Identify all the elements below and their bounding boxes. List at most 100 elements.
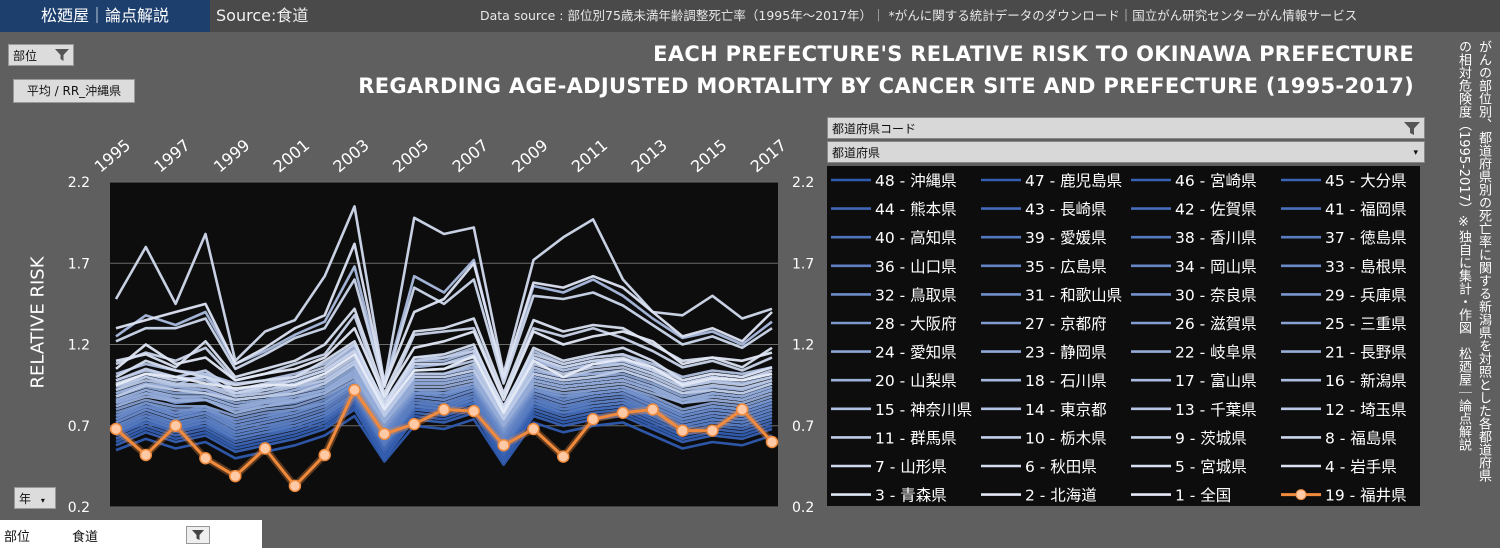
legend-entry-label[interactable]: 38 - 香川県 (1175, 229, 1257, 247)
legend: 48 - 沖縄県 47 - 鹿児島県 46 - 宮崎県 45 - 大分県 44 - 熊本… (827, 166, 1420, 506)
legend-entry-label[interactable]: 22 - 岐阜県 (1175, 344, 1257, 362)
legend-entry-label[interactable]: 1 - 全国 (1175, 487, 1231, 505)
legend-entry-label[interactable]: 43 - 長崎県 (1025, 201, 1107, 219)
filter-icon (187, 527, 209, 543)
prefecture-code-dropdown[interactable]: 都道府県コード (827, 117, 1425, 139)
legend-entry-label[interactable]: 48 - 沖縄県 (875, 172, 957, 190)
legend-entry-label[interactable]: 47 - 鹿児島県 (1025, 172, 1122, 190)
x-tick-label: 2003 (329, 135, 372, 176)
legend-entry-label[interactable]: 28 - 大阪府 (875, 315, 957, 333)
legend-entry-label[interactable]: 3 - 青森県 (875, 487, 947, 505)
legend-entry-label[interactable]: 12 - 埼玉県 (1325, 401, 1407, 419)
prefecture-code-dropdown-label: 都道府県コード (832, 122, 916, 136)
legend-entry-label[interactable]: 36 - 山口県 (875, 258, 957, 276)
legend-entry-label[interactable]: 2 - 北海道 (1025, 487, 1097, 505)
legend-entry-label[interactable]: 5 - 宮城県 (1175, 458, 1247, 476)
legend-entry-label[interactable]: 29 - 兵庫県 (1325, 286, 1407, 304)
legend-entry-label[interactable]: 14 - 東京都 (1025, 401, 1107, 419)
legend-entry-label[interactable]: 39 - 愛媛県 (1025, 229, 1107, 247)
legend-entry-label[interactable]: 30 - 奈良県 (1175, 286, 1257, 304)
highlight-point (617, 407, 628, 418)
legend-entry-label[interactable]: 42 - 佐賀県 (1175, 201, 1257, 219)
legend-entry-label[interactable]: 25 - 三重県 (1325, 315, 1407, 333)
legend-entry-label[interactable]: 20 - 山梨県 (875, 372, 957, 390)
legend-entry-label[interactable]: 11 - 群馬県 (875, 429, 957, 447)
site-filter-button[interactable]: 部位 (8, 44, 74, 66)
highlight-point (588, 414, 599, 425)
prefecture-dropdown-label: 都道府県 (832, 146, 880, 160)
highlight-point (647, 404, 658, 415)
legend-entry-label[interactable]: 9 - 茨城県 (1175, 429, 1247, 447)
y-tick-label-left: 2.2 (68, 175, 90, 191)
highlight-point (677, 425, 688, 436)
highlight-point (468, 406, 479, 417)
chevron-down-icon: ▾ (1413, 142, 1418, 164)
legend-entry-label[interactable]: 37 - 徳島県 (1325, 229, 1407, 247)
legend-entry-label[interactable]: 34 - 岡山県 (1175, 258, 1257, 276)
highlight-point (289, 480, 300, 491)
legend-entry-label[interactable]: 44 - 熊本県 (875, 201, 957, 219)
source-tag: Source:食道 (216, 0, 308, 32)
side-note-col1: がんの部位別、都道府県別の死亡率に関する新潟県を対照とした各都道府県 (1474, 40, 1492, 482)
filter-icon (1404, 122, 1420, 135)
y-tick-label-right: 2.2 (792, 175, 814, 191)
side-note-col2: の相対危険度（1995-2017）※独自に集計・作図 松廼屋｜論点解説 (1454, 40, 1472, 451)
legend-entry-label[interactable]: 23 - 静岡県 (1025, 344, 1107, 362)
x-tick-label: 2005 (389, 135, 432, 176)
highlight-point (439, 404, 450, 415)
legend-entry-label[interactable]: 46 - 宮崎県 (1175, 172, 1257, 190)
legend-entry-label[interactable]: 24 - 愛知県 (875, 344, 957, 362)
legend-entry-label[interactable]: 13 - 千葉県 (1175, 401, 1257, 419)
legend-entry-label[interactable]: 10 - 栃木県 (1025, 429, 1107, 447)
highlight-point (349, 385, 360, 396)
highlight-point (200, 453, 211, 464)
legend-entry-label[interactable]: 18 - 石川県 (1025, 372, 1107, 390)
highlight-point (319, 450, 330, 461)
highlight-point (409, 419, 420, 430)
legend-entry-label[interactable]: 7 - 山形県 (875, 458, 947, 476)
legend-entry-label[interactable]: 17 - 富山県 (1175, 372, 1257, 390)
highlight-point (528, 424, 539, 435)
side-note: がんの部位別、都道府県別の死亡率に関する新潟県を対照とした各都道府県 の相対危険… (1438, 40, 1494, 505)
x-tick-label: 2009 (508, 135, 551, 176)
legend-entry-label[interactable]: 4 - 岩手県 (1325, 458, 1397, 476)
x-tick-label: 2015 (687, 135, 730, 176)
legend-entry-label[interactable]: 26 - 滋賀県 (1175, 315, 1257, 333)
bottom-site-label: 部位 (4, 526, 30, 545)
legend-entry-label[interactable]: 32 - 鳥取県 (875, 286, 957, 304)
y-tick-label-left: 0.7 (68, 419, 90, 435)
site-filter-label: 部位 (13, 47, 37, 64)
x-tick-label: 1997 (150, 135, 193, 176)
chart-title-line1: EACH PREFECTURE'S RELATIVE RISK TO OKINA… (653, 42, 1414, 66)
legend-entry-label[interactable]: 16 - 新潟県 (1325, 372, 1407, 390)
filter-icon (55, 49, 69, 61)
bottom-filter-bar: 部位 食道 (0, 520, 262, 548)
highlight-point (558, 451, 569, 462)
chart-title-line2: REGARDING AGE-ADJUSTED MORTALITY BY CANC… (358, 74, 1414, 98)
x-tick-label: 1995 (91, 135, 134, 176)
legend-entry-label[interactable]: 45 - 大分県 (1325, 172, 1407, 190)
y-tick-label-right: 0.7 (792, 419, 814, 435)
prefecture-dropdown[interactable]: 都道府県 ▾ (827, 141, 1425, 163)
x-tick-label: 2007 (449, 135, 492, 176)
x-tick-label: 2001 (270, 135, 313, 176)
legend-entry-label[interactable]: 41 - 福岡県 (1325, 201, 1407, 219)
legend-entry-label[interactable]: 40 - 高知県 (875, 229, 957, 247)
highlight-point (260, 443, 271, 454)
site-filter-toggle[interactable] (186, 526, 210, 544)
legend-entry-label[interactable]: 33 - 島根県 (1325, 258, 1407, 276)
legend-entry-label[interactable]: 27 - 京都府 (1025, 315, 1107, 333)
data-source-text: Data source : 部位別75歳未満年齢調整死亡率（1995年～2017… (480, 0, 1357, 32)
legend-entry-label[interactable]: 31 - 和歌山県 (1025, 286, 1122, 304)
highlight-point (379, 428, 390, 439)
legend-entry-label[interactable]: 8 - 福島県 (1325, 429, 1397, 447)
legend-entry-label[interactable]: 15 - 神奈川県 (875, 401, 972, 419)
legend-marker (1296, 490, 1306, 500)
legend-entry-label[interactable]: 6 - 秋田県 (1025, 458, 1097, 476)
highlight-point (767, 437, 778, 448)
legend-entry-label[interactable]: 35 - 広島県 (1025, 258, 1107, 276)
chart-area: 0.2 0.20.7 0.71.2 1.21.7 1.72.2 2.21995 1997 19… (0, 100, 820, 520)
y-tick-label-right: 0.2 (792, 500, 814, 516)
legend-entry-label[interactable]: 19 - 福井県 (1325, 487, 1407, 505)
legend-entry-label[interactable]: 21 - 長野県 (1325, 344, 1407, 362)
